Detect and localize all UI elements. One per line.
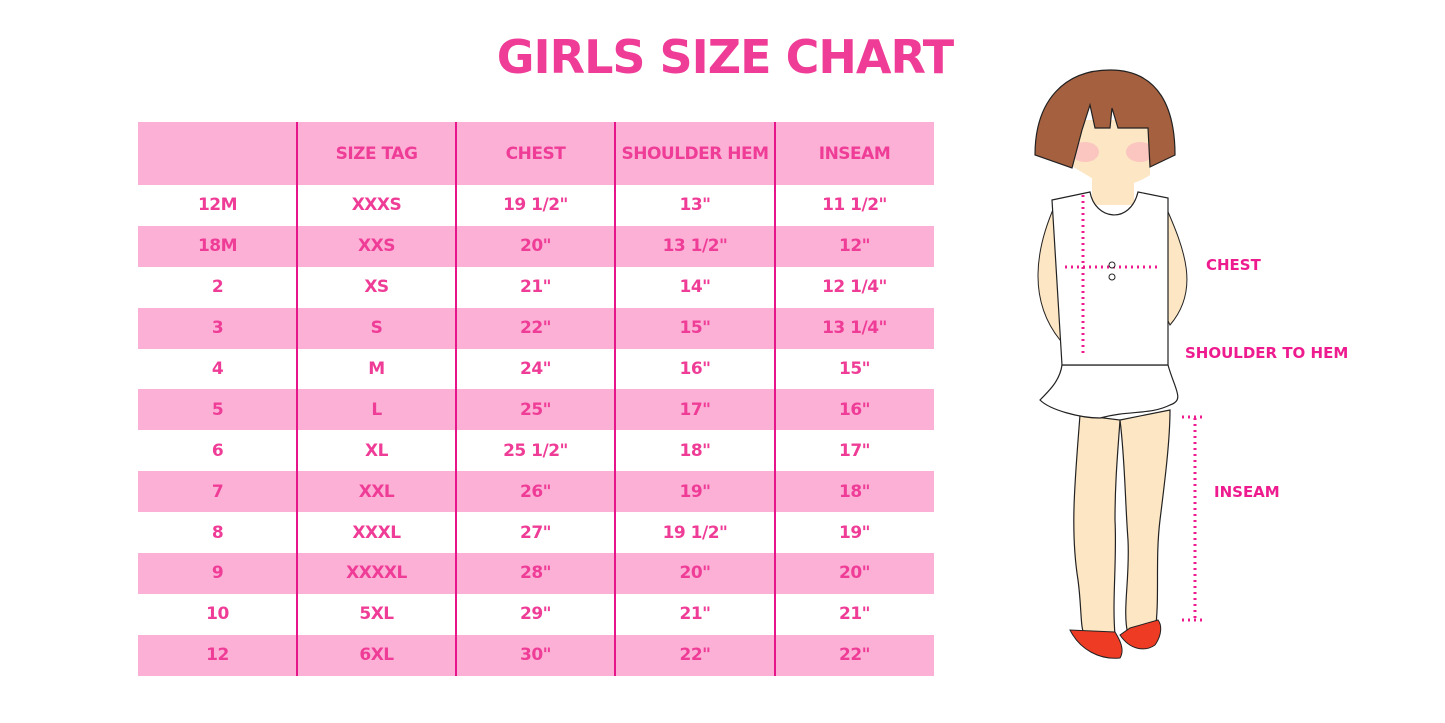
table-cell: S — [370, 318, 383, 339]
table-cell: 15" — [838, 359, 871, 379]
table-cell: 2 — [211, 277, 224, 298]
table-row: 10 5XL 29" 21" 21" — [138, 594, 934, 635]
table-cell: XXL — [358, 481, 395, 502]
table-row: 6 XL 25 1/2" 18" 17" — [138, 430, 934, 471]
table-cell: 19" — [679, 481, 711, 502]
table-cell: 28" — [519, 563, 552, 584]
table-cell: 16" — [838, 399, 871, 420]
table-cell: 14" — [679, 277, 711, 298]
chest-label: CHEST — [1206, 256, 1261, 274]
table-cell: 10 — [206, 604, 229, 625]
table-cell: 25" — [519, 399, 552, 420]
table-cell: 18M — [197, 236, 238, 257]
table-row: 2 XS 21" 14" 12 1/4" — [138, 267, 934, 308]
table-cell: 15" — [679, 318, 711, 339]
table-cell: 12 — [206, 645, 229, 666]
table-cell: 13" — [679, 195, 711, 216]
table-cell: 22" — [838, 645, 871, 666]
table-cell: 6 — [211, 440, 224, 461]
table-row: 4 M 24" 16" 15" — [138, 349, 934, 390]
table-cell: XXXS — [351, 195, 402, 216]
inseam-label: INSEAM — [1214, 483, 1280, 501]
header-cell: SIZE TAG — [335, 143, 418, 164]
page-title: GIRLS SIZE CHART — [496, 30, 954, 84]
column-divider — [774, 122, 776, 676]
table-row: 12M XXXS 19 1/2" 13" 11 1/2" — [138, 185, 934, 226]
table-cell: 19 1/2" — [503, 195, 568, 216]
table-row: 8 XXXL 27" 19 1/2" 19" — [138, 512, 934, 553]
table-cell: 27" — [519, 522, 552, 543]
table-cell: 21" — [838, 604, 871, 625]
table-cell: 13 1/4" — [822, 318, 887, 339]
table-row: 5 L 25" 17" 16" — [138, 389, 934, 431]
table-cell: 21" — [519, 277, 552, 298]
table-cell: 30" — [519, 645, 552, 666]
table-row: 12 6XL 30" 22" 22" — [138, 634, 934, 676]
table-cell: 12 1/4" — [822, 277, 887, 298]
table-cell: 20" — [519, 236, 552, 257]
table-cell: 6XL — [359, 645, 394, 666]
table-cell: 7 — [211, 481, 224, 502]
table-cell: M — [368, 359, 385, 379]
table-cell: 21" — [679, 604, 711, 625]
size-table: SIZE TAG CHEST SHOULDER HEM INSEAM 12M XX… — [138, 122, 934, 676]
table-cell: 25 1/2" — [503, 440, 568, 461]
table-cell: 24" — [519, 359, 552, 379]
table-row: 18M XXS 20" 13 1/2" 12" — [138, 225, 934, 267]
table-cell: 9 — [211, 563, 224, 584]
table-header-row: SIZE TAG CHEST SHOULDER HEM INSEAM — [138, 122, 934, 185]
header-cell: CHEST — [505, 143, 566, 164]
table-cell: 12" — [838, 236, 871, 257]
girl-illustration — [1020, 60, 1380, 674]
table-cell: 5 — [211, 399, 224, 420]
table-cell: XXXXL — [346, 563, 407, 584]
table-cell: 3 — [211, 318, 224, 339]
header-cell: SHOULDER HEM — [621, 143, 769, 164]
header-cell: INSEAM — [818, 143, 891, 164]
table-cell: 19" — [838, 522, 871, 543]
table-cell: 26" — [519, 481, 552, 502]
table-cell: XXS — [358, 236, 395, 257]
table-cell: 22" — [519, 318, 552, 339]
table-cell: 19 1/2" — [662, 522, 728, 543]
column-divider — [614, 122, 616, 676]
table-cell: 4 — [211, 359, 224, 379]
table-cell: 18" — [838, 481, 871, 502]
table-cell: XS — [364, 277, 389, 298]
table-cell: L — [371, 399, 382, 420]
table-cell: XXXL — [352, 522, 401, 543]
table-row: 9 XXXXL 28" 20" 20" — [138, 553, 934, 594]
table-cell: 17" — [679, 399, 711, 420]
shoulder-to-hem-label: SHOULDER TO HEM — [1185, 344, 1349, 362]
table-cell: 20" — [838, 563, 871, 584]
column-divider — [455, 122, 457, 676]
table-cell: 17" — [838, 440, 871, 461]
column-divider — [296, 122, 298, 676]
table-cell: 11 1/2" — [822, 195, 887, 216]
table-cell: XL — [365, 440, 388, 461]
table-cell: 5XL — [359, 604, 394, 625]
table-cell: 12M — [197, 195, 238, 216]
table-cell: 8 — [211, 522, 224, 543]
table-cell: 13 1/2" — [662, 236, 728, 257]
table-row: 3 S 22" 15" 13 1/4" — [138, 307, 934, 349]
table-cell: 16" — [679, 359, 711, 379]
table-row: 7 XXL 26" 19" 18" — [138, 471, 934, 513]
table-cell: 22" — [679, 645, 711, 666]
table-cell: 29" — [519, 604, 552, 625]
table-cell: 18" — [679, 440, 711, 461]
table-cell: 20" — [679, 563, 711, 584]
